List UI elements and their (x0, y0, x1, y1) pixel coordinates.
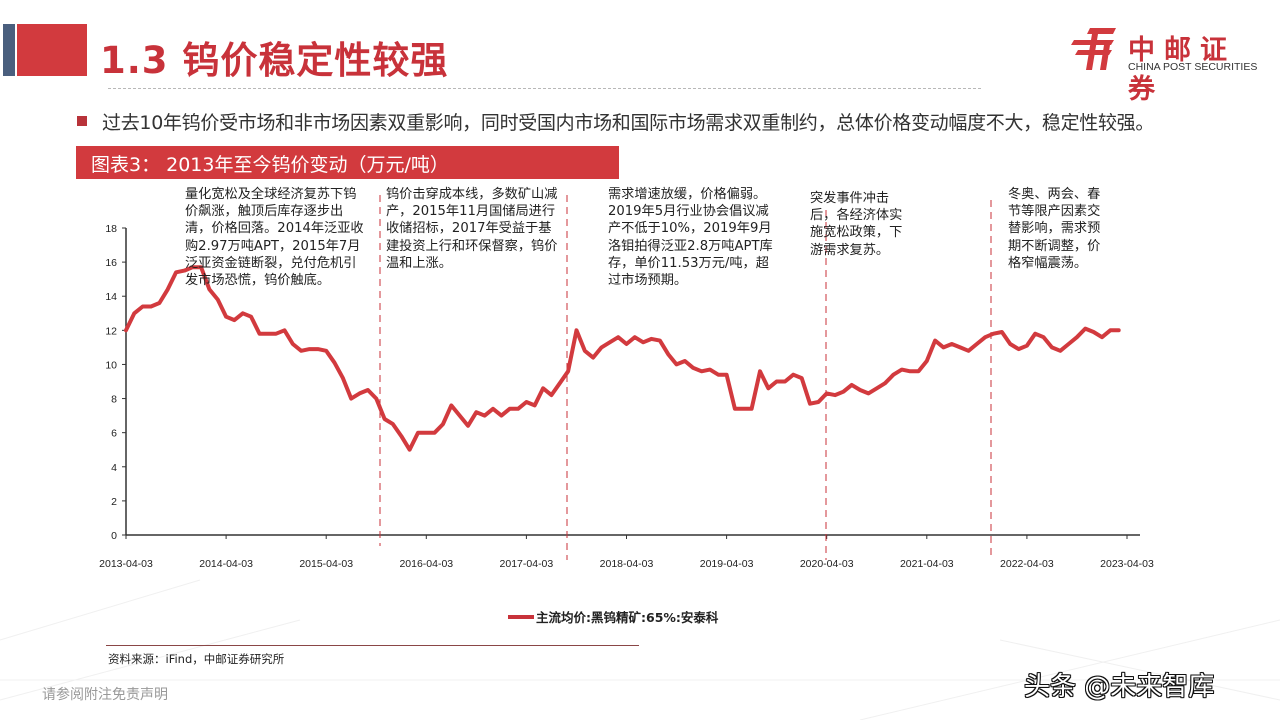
x-tick-label: 2018-04-03 (600, 558, 654, 570)
y-tick-label: 0 (111, 530, 117, 542)
summary-bullet: 过去10年钨价受市场和非市场因素双重影响，同时受国内市场和国际市场需求双重制约，… (102, 112, 1155, 134)
chart-axes: 0 2 4 6 8 10 12 14 16 18 2013-04-03 2014-04-03 2015-… (99, 223, 1154, 570)
china-post-logo-icon (1071, 28, 1116, 70)
bullet-square-icon (77, 116, 87, 126)
y-tick-label: 2 (111, 496, 117, 508)
y-tick-label: 6 (111, 428, 117, 440)
annotation-period-4: 突发事件冲击后，各经济体实施宽松政策，下游需求复苏。 (810, 191, 903, 258)
y-tick-label: 10 (105, 359, 117, 371)
x-tick-label: 2021-04-03 (900, 558, 954, 570)
brand-name-en: CHINA POST SECURITIES (1128, 61, 1258, 73)
source-divider (106, 645, 639, 646)
annotation-period-1: 量化宽松及全球经济复苏下钨价飙涨，触顶后库存逐步出清，价格回落。2014年泛亚收… (185, 187, 364, 289)
y-tick-label: 16 (105, 257, 117, 269)
figure-title: 图表3： 2013年至今钨价变动（万元/吨） (91, 154, 449, 176)
figure-title-bar: 图表3： 2013年至今钨价变动（万元/吨） (76, 146, 619, 179)
y-tick-label: 12 (105, 325, 117, 337)
x-tick-label: 2023-04-03 (1100, 558, 1154, 570)
data-source: 资料来源：iFind，中邮证券研究所 (108, 652, 285, 666)
annotation-period-2: 钨价击穿成本线，多数矿山减产，2015年11月国储局进行收储招标，2017年受益… (386, 187, 558, 271)
chart-legend: 主流均价:黑钨精矿:65%:安泰科 (508, 607, 718, 626)
x-tick-label: 2014-04-03 (199, 558, 253, 570)
legend-swatch (508, 614, 534, 619)
watermark: 头条 @未来智库 (1024, 672, 1215, 702)
x-tick-label: 2016-04-03 (399, 558, 453, 570)
price-series-line (124, 265, 1121, 452)
period-dividers (379, 195, 992, 560)
legend-label: 主流均价:黑钨精矿:65%:安泰科 (536, 610, 719, 625)
title-divider (108, 88, 981, 89)
x-tick-label: 2022-04-03 (1000, 558, 1054, 570)
page-title: 1.3 钨价稳定性较强 (100, 39, 449, 82)
y-tick-label: 4 (111, 462, 117, 474)
x-tick-label: 2019-04-03 (700, 558, 754, 570)
brand-logo: 中邮证券 CHINA POST SECURITIES (1068, 24, 1268, 105)
y-tick-label: 8 (111, 394, 117, 406)
y-tick-label: 18 (105, 223, 117, 235)
x-tick-label: 2017-04-03 (500, 558, 554, 570)
y-tick-label: 14 (105, 291, 117, 303)
annotation-period-5: 冬奥、两会、春节等限产因素交替影响，需求预期不断调整，价格窄幅震荡。 (1008, 187, 1101, 271)
disclaimer-note: 请参阅附注免责声明 (42, 687, 168, 703)
x-tick-label: 2020-04-03 (800, 558, 854, 570)
title-accent-blue (3, 24, 15, 76)
x-tick-label: 2015-04-03 (299, 558, 353, 570)
annotation-period-3: 需求增速放缓，价格偏弱。2019年5月行业协会倡议减产不低于10%，2019年9… (608, 187, 773, 289)
brand-name-cn: 中邮证券 (1128, 35, 1236, 105)
title-accent-red (17, 24, 87, 76)
x-tick-label: 2013-04-03 (99, 558, 153, 570)
